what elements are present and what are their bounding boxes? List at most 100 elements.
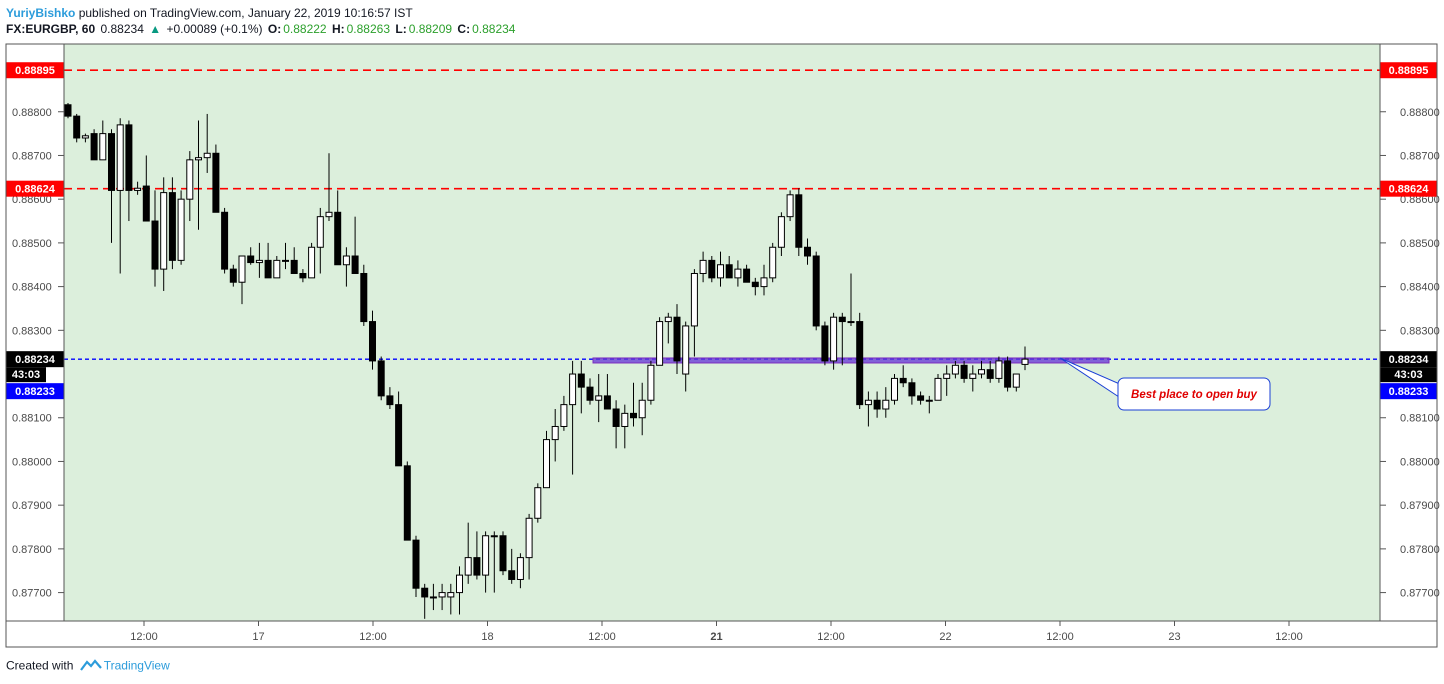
candle bbox=[186, 151, 194, 222]
candle bbox=[308, 242, 316, 279]
candle bbox=[812, 251, 820, 331]
candle bbox=[986, 360, 994, 383]
published-text: published on TradingView.com, January 22… bbox=[78, 6, 413, 20]
candle bbox=[612, 400, 620, 449]
candle bbox=[943, 365, 951, 396]
candle bbox=[290, 247, 298, 274]
callout-text: Best place to open buy bbox=[1131, 389, 1257, 401]
candle bbox=[99, 120, 107, 161]
level-tag-right: 0.88624 bbox=[1380, 180, 1437, 197]
y-tick-label: 0.88800 bbox=[1400, 107, 1440, 119]
candle bbox=[891, 374, 898, 405]
author-link[interactable]: YuriyBishko bbox=[6, 6, 76, 20]
candle bbox=[203, 113, 211, 173]
candle bbox=[543, 430, 550, 489]
candle bbox=[316, 207, 324, 274]
candle bbox=[1021, 346, 1029, 371]
candle bbox=[81, 133, 89, 143]
candle bbox=[438, 583, 446, 611]
x-tick-label: 12:00 bbox=[1275, 631, 1303, 643]
y-tick-label: 0.88000 bbox=[1400, 456, 1440, 468]
zone-rect[interactable] bbox=[592, 357, 1110, 364]
y-tick-label: 0.88800 bbox=[12, 107, 52, 119]
countdown-tag-right: 43:03 bbox=[1380, 367, 1437, 383]
svg-text:43:03: 43:03 bbox=[1394, 369, 1422, 381]
open-value: 0.88222 bbox=[283, 22, 327, 36]
candle bbox=[734, 260, 742, 287]
candle bbox=[795, 188, 803, 257]
candle bbox=[325, 153, 333, 222]
y-tick-label: 0.88700 bbox=[1400, 150, 1440, 162]
candle bbox=[456, 566, 463, 615]
last-price: 0.88234 bbox=[100, 22, 144, 36]
candle bbox=[177, 190, 185, 265]
y-tick-label: 0.87900 bbox=[1400, 500, 1440, 512]
candle bbox=[168, 177, 176, 270]
candle bbox=[699, 251, 707, 283]
candle bbox=[1004, 356, 1012, 392]
y-tick-label: 0.88500 bbox=[12, 238, 52, 250]
svg-text:0.88233: 0.88233 bbox=[1389, 386, 1429, 398]
candle bbox=[586, 378, 594, 405]
candle bbox=[751, 277, 759, 296]
plot-frame bbox=[5, 43, 1438, 648]
candle bbox=[142, 155, 150, 222]
high-label: H: bbox=[331, 22, 345, 36]
x-tick-label: 12:00 bbox=[359, 631, 387, 643]
y-tick-label: 0.88600 bbox=[1400, 194, 1440, 206]
candle bbox=[978, 360, 985, 379]
x-tick-label: 17 bbox=[252, 631, 264, 643]
svg-text:0.88234: 0.88234 bbox=[1389, 354, 1430, 366]
svg-text:0.88895: 0.88895 bbox=[15, 65, 55, 77]
x-tick-label: 23 bbox=[1168, 631, 1180, 643]
callout-box[interactable] bbox=[1117, 377, 1271, 411]
candle bbox=[473, 531, 481, 580]
candle bbox=[873, 391, 881, 418]
candle bbox=[351, 216, 359, 274]
x-tick-label: 12:00 bbox=[817, 631, 845, 643]
y-tick-label: 0.88000 bbox=[12, 456, 52, 468]
x-tick-label: 12:00 bbox=[1046, 631, 1074, 643]
candle bbox=[299, 269, 307, 283]
candle bbox=[821, 321, 829, 366]
candle bbox=[995, 356, 1003, 383]
candle bbox=[282, 242, 289, 270]
candle bbox=[412, 535, 420, 597]
candle bbox=[856, 312, 864, 409]
high-value: 0.88263 bbox=[346, 22, 391, 36]
tradingview-link[interactable]: TradingView bbox=[103, 658, 170, 673]
candle bbox=[108, 129, 115, 243]
candle bbox=[908, 378, 916, 405]
candle bbox=[64, 103, 72, 119]
y-tick-label: 0.87800 bbox=[12, 544, 52, 556]
candle bbox=[682, 321, 690, 392]
candle bbox=[708, 256, 716, 283]
candle bbox=[638, 382, 646, 436]
y-tick-label: 0.88300 bbox=[1400, 325, 1440, 337]
candle bbox=[255, 242, 263, 278]
support-zone[interactable] bbox=[592, 357, 1110, 364]
candle bbox=[160, 177, 168, 291]
candle bbox=[847, 273, 855, 326]
x-axis: 12:00 17 12:00 18 12:00 21 12:00 22 12:00 23 12:00 bbox=[130, 621, 1303, 643]
candle bbox=[334, 190, 342, 266]
svg-text:43:03: 43:03 bbox=[12, 369, 40, 381]
y-tick-label: 0.87700 bbox=[12, 588, 52, 600]
candle bbox=[899, 365, 907, 388]
candle bbox=[238, 255, 246, 305]
candle bbox=[342, 247, 350, 287]
annotation[interactable]: Best place to open buy bbox=[1059, 357, 1271, 411]
level-tag-left: 0.88624 bbox=[6, 180, 64, 197]
candle bbox=[464, 522, 472, 584]
x-tick-label: 18 bbox=[481, 631, 493, 643]
candle bbox=[490, 531, 498, 593]
candle bbox=[569, 360, 577, 475]
candle bbox=[403, 461, 411, 541]
candle bbox=[395, 391, 403, 467]
candle bbox=[664, 312, 672, 344]
candle bbox=[621, 404, 629, 449]
countdown-tag-left: 43:03 bbox=[6, 367, 46, 383]
x-tick-label: 12:00 bbox=[130, 631, 158, 643]
svg-text:0.88624: 0.88624 bbox=[15, 184, 56, 196]
